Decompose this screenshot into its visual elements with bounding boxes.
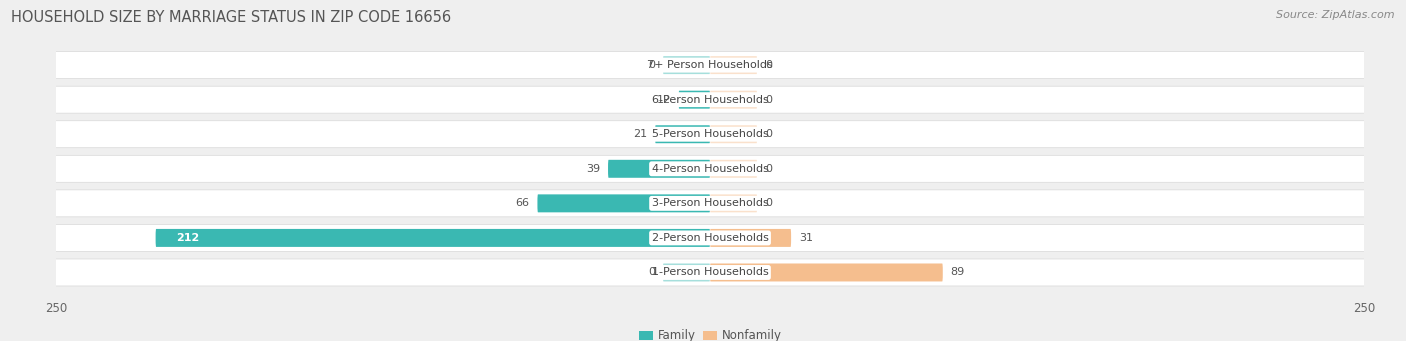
FancyBboxPatch shape: [607, 160, 710, 178]
FancyBboxPatch shape: [710, 160, 756, 178]
FancyBboxPatch shape: [710, 264, 943, 281]
FancyBboxPatch shape: [710, 125, 756, 143]
FancyBboxPatch shape: [51, 155, 1369, 182]
Text: 12: 12: [657, 95, 671, 105]
Text: 89: 89: [950, 267, 965, 278]
FancyBboxPatch shape: [710, 91, 756, 109]
Text: 212: 212: [177, 233, 200, 243]
FancyBboxPatch shape: [51, 121, 1369, 148]
FancyBboxPatch shape: [710, 56, 756, 74]
Text: HOUSEHOLD SIZE BY MARRIAGE STATUS IN ZIP CODE 16656: HOUSEHOLD SIZE BY MARRIAGE STATUS IN ZIP…: [11, 10, 451, 25]
Text: 0: 0: [765, 198, 772, 208]
Text: 0: 0: [765, 95, 772, 105]
Text: 7+ Person Households: 7+ Person Households: [647, 60, 773, 70]
FancyBboxPatch shape: [710, 229, 792, 247]
FancyBboxPatch shape: [664, 56, 710, 74]
FancyBboxPatch shape: [51, 51, 1369, 78]
FancyBboxPatch shape: [664, 264, 710, 281]
FancyBboxPatch shape: [51, 190, 1369, 217]
Text: 0: 0: [765, 129, 772, 139]
FancyBboxPatch shape: [537, 194, 710, 212]
Text: 21: 21: [633, 129, 647, 139]
Text: 0: 0: [765, 164, 772, 174]
Legend: Family, Nonfamily: Family, Nonfamily: [634, 325, 786, 341]
FancyBboxPatch shape: [51, 86, 1369, 113]
FancyBboxPatch shape: [655, 125, 710, 143]
Text: 0: 0: [648, 60, 655, 70]
Text: 2-Person Households: 2-Person Households: [651, 233, 769, 243]
FancyBboxPatch shape: [51, 224, 1369, 251]
FancyBboxPatch shape: [710, 194, 756, 212]
Text: 5-Person Households: 5-Person Households: [651, 129, 769, 139]
FancyBboxPatch shape: [679, 91, 710, 109]
Text: 31: 31: [799, 233, 813, 243]
Text: 1-Person Households: 1-Person Households: [651, 267, 769, 278]
Text: 0: 0: [648, 267, 655, 278]
Text: 66: 66: [516, 198, 530, 208]
FancyBboxPatch shape: [51, 259, 1369, 286]
Text: 3-Person Households: 3-Person Households: [651, 198, 769, 208]
Text: 4-Person Households: 4-Person Households: [651, 164, 769, 174]
Text: Source: ZipAtlas.com: Source: ZipAtlas.com: [1277, 10, 1395, 20]
FancyBboxPatch shape: [156, 229, 710, 247]
Text: 39: 39: [586, 164, 600, 174]
Text: 6-Person Households: 6-Person Households: [651, 95, 769, 105]
Text: 0: 0: [765, 60, 772, 70]
